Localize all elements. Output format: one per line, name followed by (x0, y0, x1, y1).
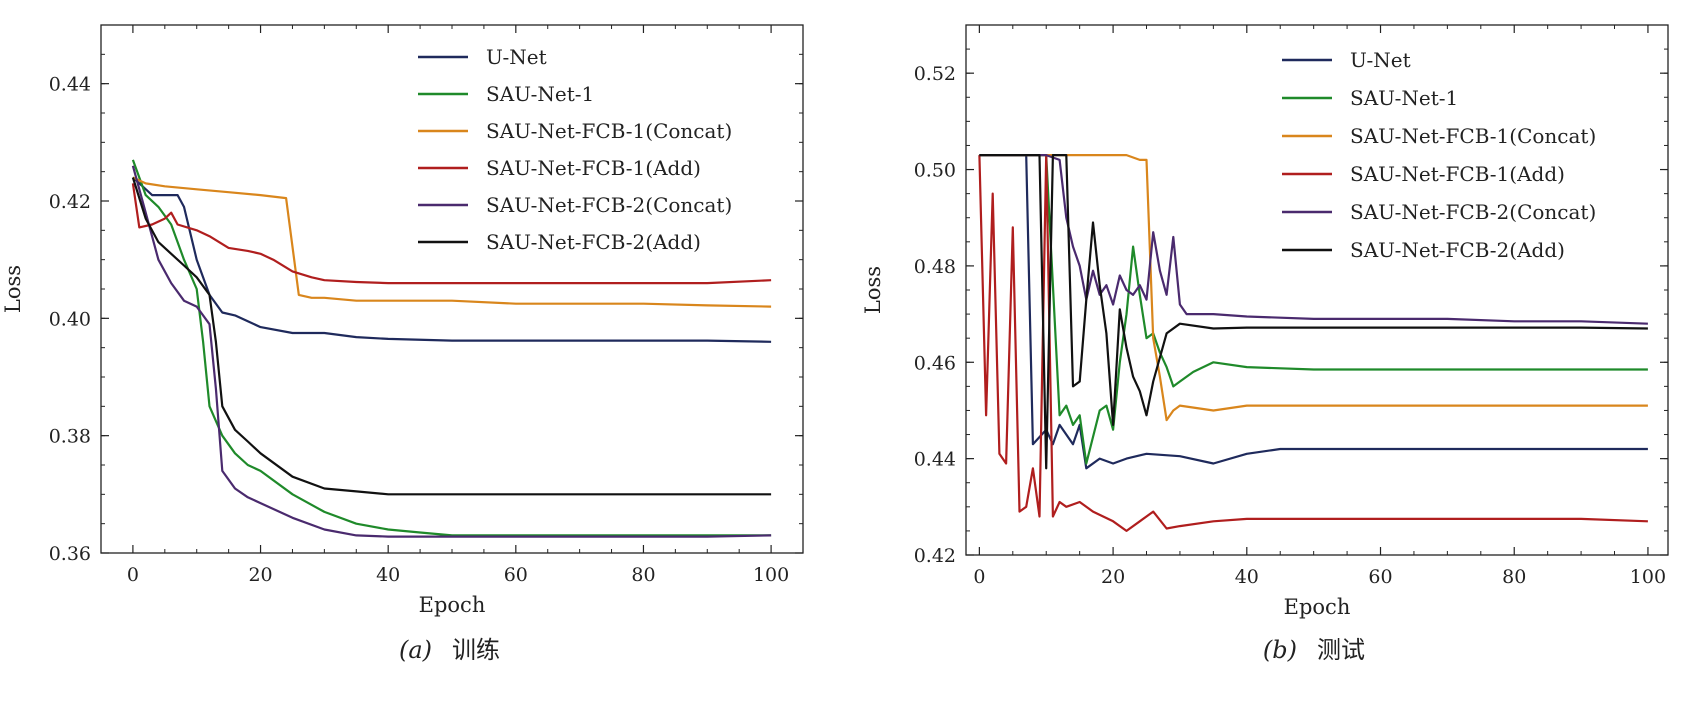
x-tick-label: 0 (973, 566, 985, 588)
series-line-sau-net-fcb-1-add- (131, 183, 772, 285)
caption-text: 训练 (452, 636, 500, 664)
series-line-sau-net-fcb-2-add- (131, 177, 772, 496)
legend-label: SAU-Net-FCB-1(Concat) (1350, 124, 1596, 148)
y-tick-label: 0.52 (914, 63, 956, 85)
x-tick-label: 80 (1502, 566, 1526, 588)
legend-label: SAU-Net-FCB-1(Add) (1350, 162, 1565, 186)
legend-label: SAU-Net-1 (1350, 86, 1458, 110)
y-tick-label: 0.48 (914, 256, 956, 278)
x-axis-label: Epoch (1284, 595, 1351, 619)
legend-label: SAU-Net-FCB-2(Add) (486, 230, 701, 254)
y-axis-label: Loss (1, 265, 25, 313)
caption-label: (a) (399, 636, 432, 664)
series-line-sau-net-fcb-2-concat- (979, 154, 1648, 325)
x-tick-label: 60 (1368, 566, 1392, 588)
chart-b: 0 20 40 60 80 100 0.42 0.44 0.46 0.48 0.50 0.52 U-Ne… (861, 24, 1669, 664)
y-tick-label: 0.36 (49, 543, 91, 565)
y-tick-label: 0.50 (914, 160, 956, 182)
legend-label: SAU-Net-FCB-2(Concat) (486, 193, 732, 217)
legend-label: SAU-Net-FCB-1(Concat) (486, 119, 732, 143)
x-axis-label: Epoch (419, 593, 486, 617)
y-tick-label: 0.44 (914, 449, 956, 471)
x-tick-label: 100 (753, 564, 789, 586)
y-tick-label: 0.42 (49, 191, 91, 213)
y-tick-label: 0.38 (49, 426, 91, 448)
series-line-u-net (132, 176, 772, 343)
legend-label: U-Net (1350, 48, 1411, 72)
y-tick-label: 0.44 (49, 74, 91, 96)
x-tick-label: 20 (248, 564, 272, 586)
series-line-sau-net-1 (131, 159, 772, 537)
y-tick-label: 0.42 (914, 545, 956, 567)
legend-label: SAU-Net-FCB-1(Add) (486, 156, 701, 180)
legend-label: SAU-Net-1 (486, 82, 594, 106)
chart-a: 0 20 40 60 80 100 0.36 0.38 0.40 0.42 0.44 U-Net SAU… (1, 24, 804, 664)
y-tick-label: 0.46 (914, 352, 956, 374)
legend-label: SAU-Net-FCB-2(Add) (1350, 238, 1565, 262)
legend-label: SAU-Net-FCB-2(Concat) (1350, 200, 1596, 224)
y-axis-label: Loss (861, 266, 885, 314)
series-line-sau-net-fcb-1-add- (978, 154, 1648, 532)
series-line-sau-net-fcb-2-concat- (131, 165, 772, 538)
series-line-sau-net-1 (979, 154, 1648, 465)
series-line-u-net (979, 154, 1648, 470)
x-tick-label: 0 (127, 564, 139, 586)
x-tick-label: 80 (631, 564, 655, 586)
x-tick-label: 40 (1235, 566, 1259, 588)
caption-text: 测试 (1317, 636, 1365, 664)
x-tick-label: 40 (376, 564, 400, 586)
caption-label: (b) (1263, 636, 1297, 664)
y-tick-label: 0.40 (49, 308, 91, 330)
x-tick-label: 20 (1101, 566, 1125, 588)
series-line-sau-net-fcb-1-concat- (979, 154, 1648, 422)
legend-label: U-Net (486, 45, 547, 69)
series-line-sau-net-fcb-2-add- (979, 154, 1648, 470)
x-tick-label: 100 (1630, 566, 1666, 588)
x-tick-label: 60 (504, 564, 528, 586)
series-line-sau-net-fcb-1-concat- (132, 176, 772, 308)
